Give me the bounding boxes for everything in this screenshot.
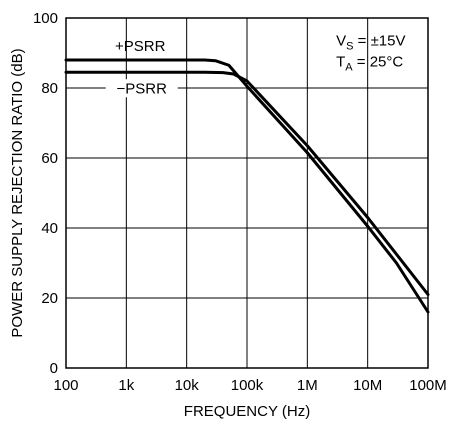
y-tick-label: 100 bbox=[33, 10, 58, 27]
x-tick-label: 10k bbox=[175, 377, 200, 394]
y-axis-title: POWER SUPPLY REJECTION RATIO (dB) bbox=[9, 48, 26, 337]
supply-voltage-annotation: VS = ±15V bbox=[336, 32, 405, 52]
vs-symbol: V bbox=[336, 32, 346, 49]
grid bbox=[65, 17, 429, 369]
temperature-annotation: TA = 25°C bbox=[336, 53, 403, 73]
x-axis-title: FREQUENCY (Hz) bbox=[184, 403, 310, 420]
plot-frame bbox=[65, 17, 429, 369]
series-label-background bbox=[105, 79, 178, 98]
vs-value: = ±15V bbox=[353, 32, 405, 49]
y-tick-label: 80 bbox=[41, 80, 58, 97]
ta-subscript: A bbox=[345, 61, 353, 73]
curves bbox=[64, 58, 430, 314]
y-tick-label: 40 bbox=[41, 220, 58, 237]
y-tick-label: 60 bbox=[41, 150, 58, 167]
x-tick-label: 1k bbox=[118, 377, 134, 394]
y-tick-label: 0 bbox=[50, 360, 58, 377]
vs-subscript: S bbox=[346, 40, 353, 52]
tick-labels: 100 1k 10k 100k 1M 10M 100M 0 20 40 60 80 100 bbox=[33, 10, 447, 394]
x-tick-label: 100k bbox=[231, 377, 264, 394]
series-line-minus-psrr bbox=[64, 70, 430, 296]
series-label-plus-psrr: +PSRR bbox=[115, 38, 166, 55]
x-tick-label: 100 bbox=[53, 377, 78, 394]
series-label-minus-psrr: −PSRR bbox=[117, 80, 168, 97]
x-tick-label: 100M bbox=[409, 377, 447, 394]
x-tick-label: 10M bbox=[353, 377, 382, 394]
y-tick-label: 20 bbox=[41, 290, 58, 307]
x-tick-label: 1M bbox=[297, 377, 318, 394]
ta-value: = 25°C bbox=[353, 53, 404, 70]
ta-symbol: T bbox=[336, 53, 345, 70]
series-labels: +PSRR −PSRR bbox=[105, 38, 178, 98]
